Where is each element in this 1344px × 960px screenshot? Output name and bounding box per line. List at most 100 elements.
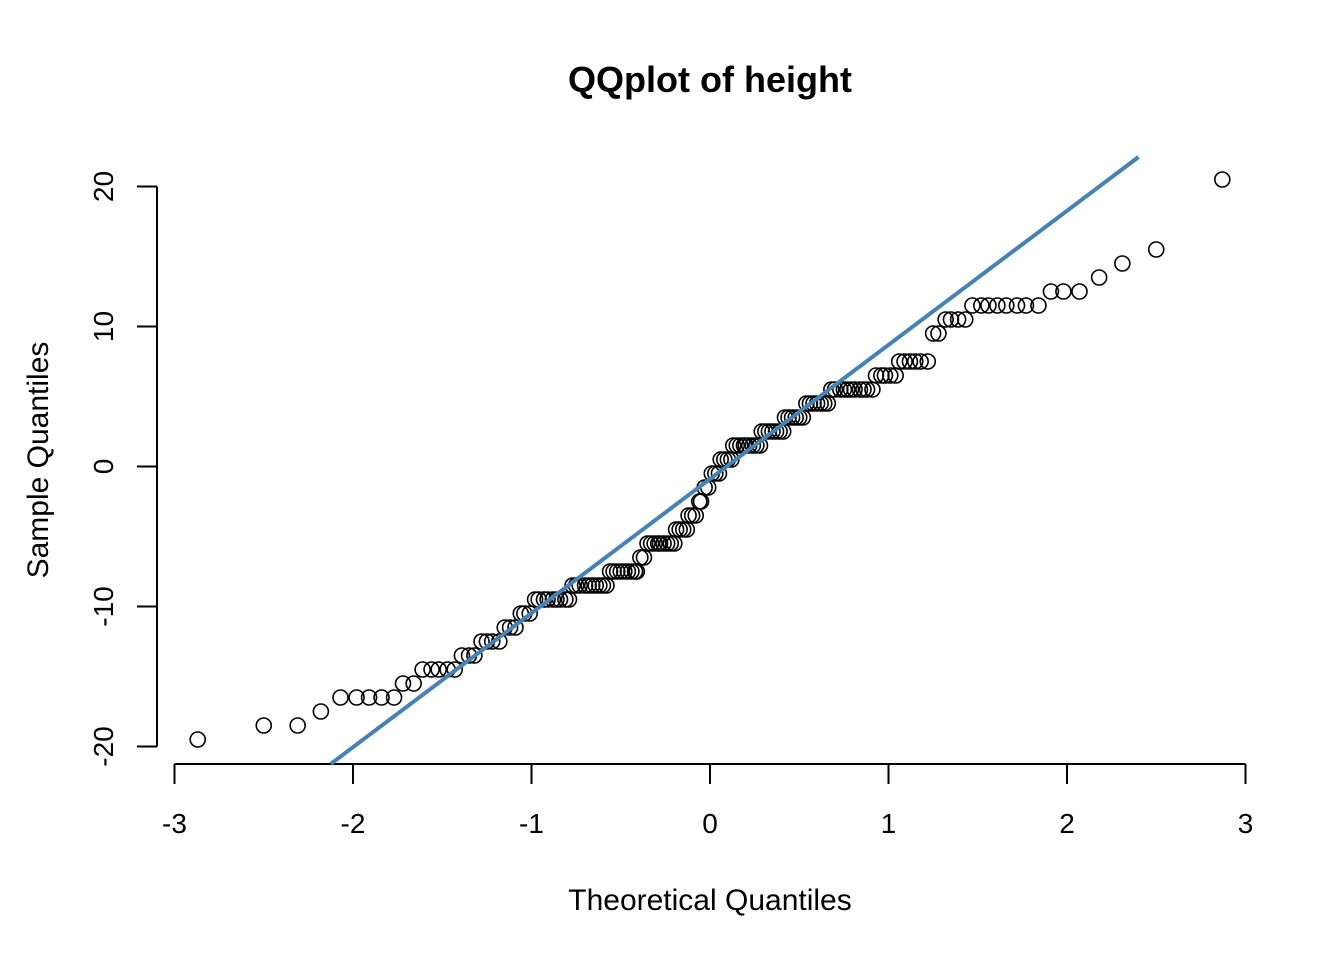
data-point xyxy=(587,577,605,594)
data-point xyxy=(414,661,431,678)
data-point xyxy=(1055,283,1072,300)
data-point xyxy=(724,437,742,454)
data-point xyxy=(466,647,483,664)
data-point xyxy=(655,535,672,552)
data-point xyxy=(539,591,556,608)
data-point xyxy=(764,423,781,440)
data-point xyxy=(674,521,692,538)
data-point xyxy=(1042,283,1060,300)
data-point xyxy=(964,297,981,314)
x-tick-label: 3 xyxy=(1238,808,1254,839)
data-point xyxy=(332,689,349,706)
data-point xyxy=(526,591,544,608)
data-point xyxy=(980,297,997,314)
data-point xyxy=(594,577,612,594)
data-point xyxy=(712,451,730,468)
data-point xyxy=(1030,297,1047,314)
data-point xyxy=(707,465,724,482)
data-point xyxy=(639,535,656,552)
data-point xyxy=(619,563,637,580)
data-point xyxy=(890,353,908,370)
data-point xyxy=(842,381,860,398)
x-tick-label: 2 xyxy=(1059,808,1075,839)
data-point xyxy=(423,661,440,678)
data-point xyxy=(924,325,942,342)
data-point xyxy=(881,367,899,384)
data-point xyxy=(732,437,749,454)
data-point xyxy=(930,325,947,342)
data-point xyxy=(835,381,853,398)
data-point xyxy=(632,549,649,566)
data-point xyxy=(671,521,688,538)
data-point xyxy=(1147,241,1165,258)
data-point xyxy=(394,675,412,692)
data-point xyxy=(787,409,804,426)
x-tick-label: -3 xyxy=(162,808,187,839)
data-point xyxy=(846,381,863,398)
data-point xyxy=(989,297,1006,314)
data-point xyxy=(446,661,464,678)
data-point xyxy=(767,423,785,440)
data-point xyxy=(949,311,967,328)
data-point xyxy=(255,717,273,734)
reference-line-layer xyxy=(329,155,1140,766)
data-point xyxy=(385,689,403,706)
points-layer xyxy=(189,171,1231,748)
data-point xyxy=(896,353,913,370)
data-point xyxy=(557,591,574,608)
data-point xyxy=(658,535,676,552)
data-point xyxy=(189,731,207,748)
data-point xyxy=(839,381,856,398)
data-point xyxy=(360,689,378,706)
data-point xyxy=(748,437,765,454)
data-point xyxy=(906,353,924,370)
x-tick-label: 1 xyxy=(881,808,897,839)
x-axis: -3 -2 -1 0 1 2 3 xyxy=(162,763,1254,839)
x-axis-label: Theoretical Quantiles xyxy=(568,884,851,917)
data-point xyxy=(348,689,365,706)
data-point xyxy=(430,661,447,678)
data-point xyxy=(1008,297,1026,314)
y-tick-label: 0 xyxy=(88,459,119,475)
data-point xyxy=(919,353,937,370)
data-point xyxy=(312,703,330,720)
data-point xyxy=(1090,269,1108,286)
chart-title: QQplot of height xyxy=(568,59,852,100)
data-point xyxy=(823,381,840,398)
data-point xyxy=(1071,283,1088,300)
data-point xyxy=(973,297,990,314)
x-tick-label: -1 xyxy=(519,808,544,839)
data-point xyxy=(405,675,422,692)
data-point xyxy=(728,437,746,454)
data-point xyxy=(483,633,501,650)
data-point xyxy=(851,381,869,398)
x-tick-label: 0 xyxy=(702,808,718,839)
y-tick-label: 20 xyxy=(88,171,119,202)
y-axis-label: Sample Quantiles xyxy=(22,342,55,579)
data-point xyxy=(544,591,562,608)
data-point xyxy=(623,563,640,580)
data-point xyxy=(1213,171,1231,188)
data-point xyxy=(855,381,872,398)
data-point xyxy=(783,409,801,426)
data-point xyxy=(373,689,390,706)
data-point xyxy=(591,577,608,594)
data-point xyxy=(521,605,539,622)
data-point xyxy=(616,563,633,580)
data-point xyxy=(507,619,524,636)
data-point xyxy=(683,507,701,524)
data-point xyxy=(667,521,685,538)
data-point xyxy=(998,297,1015,314)
y-tick-label: 10 xyxy=(88,311,119,342)
data-point xyxy=(937,311,954,328)
data-point xyxy=(289,717,306,734)
data-point xyxy=(1114,255,1131,272)
data-point xyxy=(901,353,919,370)
y-tick-label: -10 xyxy=(88,586,119,626)
data-point xyxy=(912,353,929,370)
data-point xyxy=(815,395,833,412)
data-point xyxy=(642,535,660,552)
data-point xyxy=(744,437,762,454)
data-point xyxy=(858,381,876,398)
